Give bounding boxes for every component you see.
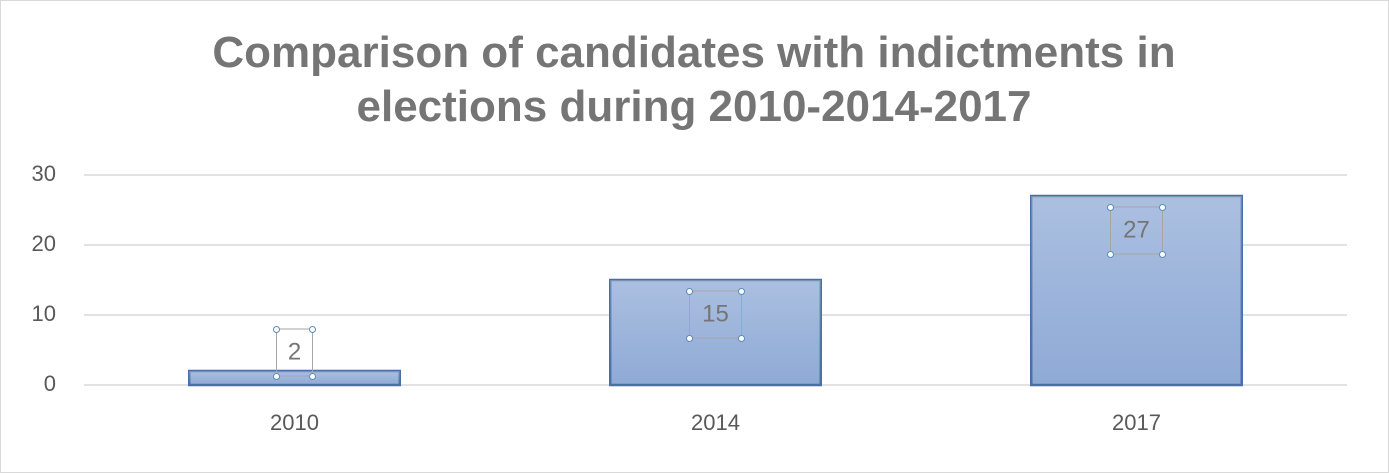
selection-handle <box>273 373 280 380</box>
data-label: 27 <box>1123 216 1150 243</box>
label-selection-box <box>689 290 742 339</box>
bar <box>188 369 401 387</box>
y-tick-label: 10 <box>32 301 56 326</box>
selection-handle <box>1159 204 1166 211</box>
selection-handle <box>309 326 316 333</box>
y-tick-label: 30 <box>32 161 56 186</box>
chart-title: Comparison of candidates with indictment… <box>212 28 1176 131</box>
x-tick-label: 2014 <box>691 410 740 435</box>
selection-handle <box>738 288 745 295</box>
selection-handle <box>309 373 316 380</box>
selection-handle <box>1107 204 1114 211</box>
selection-handle <box>686 335 693 342</box>
x-tick-label: 2017 <box>1112 410 1161 435</box>
y-tick-label: 0 <box>44 371 56 396</box>
selection-handle <box>1107 251 1114 258</box>
selection-handle <box>1159 251 1166 258</box>
selection-handle <box>686 288 693 295</box>
label-selection-box <box>1110 206 1163 255</box>
selection-handle <box>273 326 280 333</box>
y-tick-label: 20 <box>32 231 56 256</box>
data-label: 15 <box>702 300 729 327</box>
data-label: 2 <box>288 338 301 365</box>
bar <box>609 278 822 387</box>
selection-handle <box>738 335 745 342</box>
x-tick-label: 2010 <box>270 410 319 435</box>
label-selection-box <box>276 328 313 377</box>
